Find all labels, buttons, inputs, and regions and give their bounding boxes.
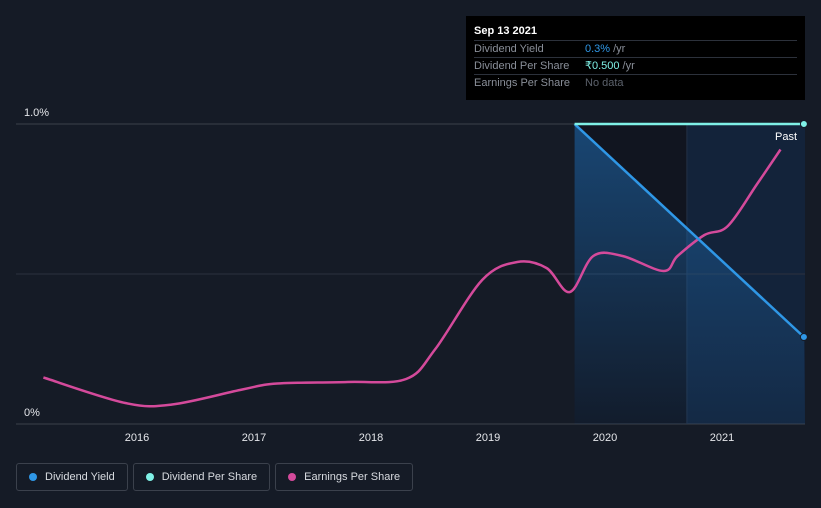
legend-dot-icon [145,473,154,481]
tooltip-value: ₹0.500 [585,60,620,72]
legend-label: Earnings Per Share [304,471,401,483]
tooltip-label: Dividend Yield [474,43,544,55]
tooltip-unit: /yr [613,43,626,55]
y-tick-label: 0% [24,407,40,419]
dividend-yield-line [573,123,805,338]
dividend-per-share-point [799,120,808,128]
x-tick-label: 2020 [593,432,617,444]
legend-dot-icon [29,473,37,481]
dividend-yield-area [574,124,805,424]
legend-item-earnings-per-share[interactable]: Earnings Per Share [275,463,414,491]
legend-label: Dividend Yield [45,471,115,483]
legend-item-dividend-yield[interactable]: Dividend Yield [16,463,128,491]
tooltip-row-dividend-per-share: Dividend Per Share ₹0.500 /yr [474,57,797,74]
tooltip-unit: /yr [622,60,635,72]
tooltip-value: No data [585,77,624,89]
x-tick-label: 2019 [476,432,500,444]
x-tick-label: 2018 [359,432,383,444]
legend-dot-icon [288,473,297,481]
y-tick-label: 1.0% [24,107,49,119]
tooltip: Sep 13 2021 Dividend Yield 0.3% /yr Divi… [466,16,805,100]
tooltip-label: Earnings Per Share [474,77,570,89]
tooltip-label: Dividend Per Share [474,60,570,72]
legend-item-dividend-per-share[interactable]: Dividend Per Share [132,463,271,491]
x-tick-label: 2021 [710,432,734,444]
legend-label: Dividend Per Share [161,471,258,483]
x-tick-label: 2017 [242,432,266,444]
tooltip-date: Sep 13 2021 [474,25,537,37]
legend: Dividend Yield Dividend Per Share Earnin… [16,463,414,491]
tooltip-row-dividend-yield: Dividend Yield 0.3% /yr [474,40,797,57]
tooltip-value: 0.3% [585,43,611,55]
dividend-yield-point [799,333,808,341]
tooltip-row-earnings-per-share: Earnings Per Share No data [474,74,797,91]
x-tick-label: 2016 [125,432,149,444]
past-label: Past [775,131,797,143]
